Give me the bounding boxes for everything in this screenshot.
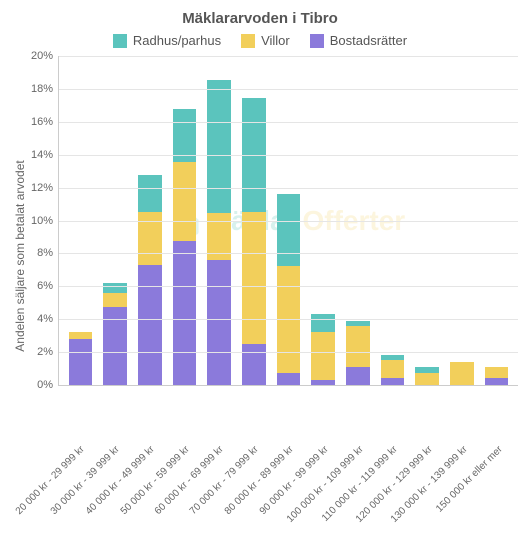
x-label-slot: 150 000 kr eller mer — [479, 440, 514, 560]
y-tick: 20% — [31, 50, 59, 62]
bar-stack — [173, 109, 197, 385]
grid-line — [59, 188, 518, 189]
plot-area: MäklarOfferter 0%2%4%6%8%10%12%14%16%18%… — [58, 56, 518, 386]
y-tick: 12% — [31, 182, 59, 194]
grid-line — [59, 89, 518, 90]
grid-line — [59, 122, 518, 123]
bar-stack — [69, 332, 93, 385]
y-tick: 10% — [31, 215, 59, 227]
legend-label: Villor — [261, 33, 290, 48]
bar-segment-villor — [311, 332, 335, 380]
bar-segment-villor — [450, 362, 474, 385]
bar-segment-villor — [242, 212, 266, 344]
bar-segment-bostadsratter — [242, 344, 266, 385]
bar-segment-villor — [346, 326, 370, 367]
bar-stack — [311, 314, 335, 385]
y-tick: 0% — [37, 379, 59, 391]
bar-segment-bostadsratter — [485, 378, 509, 385]
chart-container: Mäklararvoden i Tibro Radhus/parhus Villo… — [0, 0, 520, 520]
bar-segment-bostadsratter — [173, 241, 197, 385]
bar-segment-radhus — [207, 80, 231, 214]
bar-segment-villor — [173, 162, 197, 241]
legend: Radhus/parhus Villor Bostadsrätter — [10, 33, 510, 48]
bar-segment-bostadsratter — [277, 373, 301, 385]
grid-line — [59, 352, 518, 353]
bar-segment-radhus — [415, 367, 439, 374]
bar-segment-villor — [381, 360, 405, 378]
bar-stack — [138, 175, 162, 385]
grid-line — [59, 253, 518, 254]
y-tick: 2% — [37, 346, 59, 358]
y-tick: 4% — [37, 313, 59, 325]
y-tick: 6% — [37, 280, 59, 292]
y-tick: 14% — [31, 149, 59, 161]
bar-stack — [242, 98, 266, 385]
bar-segment-radhus — [138, 175, 162, 211]
bar-segment-villor — [415, 373, 439, 385]
bar-segment-bostadsratter — [346, 367, 370, 385]
y-axis-label: Andelen säljare som betalat arvodet — [13, 160, 27, 351]
legend-label: Bostadsrätter — [330, 33, 407, 48]
legend-swatch — [241, 34, 255, 48]
bar-segment-radhus — [311, 314, 335, 332]
y-tick: 18% — [31, 83, 59, 95]
x-labels: 20 000 kr - 29 999 kr30 000 kr - 39 999 … — [58, 440, 518, 560]
bar-segment-villor — [485, 367, 509, 379]
bar-stack — [381, 355, 405, 385]
bar-segment-bostadsratter — [69, 339, 93, 385]
bar-stack — [450, 362, 474, 385]
grid-line — [59, 56, 518, 57]
y-tick: 16% — [31, 116, 59, 128]
bar-segment-bostadsratter — [138, 265, 162, 385]
legend-label: Radhus/parhus — [133, 33, 221, 48]
bar-segment-radhus — [277, 194, 301, 267]
legend-item-villor: Villor — [241, 33, 290, 48]
bar-stack — [103, 283, 127, 385]
grid-line — [59, 221, 518, 222]
y-tick: 8% — [37, 247, 59, 259]
chart-title: Mäklararvoden i Tibro — [10, 10, 510, 27]
bar-stack — [485, 367, 509, 385]
bar-stack — [415, 367, 439, 385]
bar-segment-bostadsratter — [311, 380, 335, 385]
legend-item-bostadsratter: Bostadsrätter — [310, 33, 407, 48]
bar-stack — [277, 194, 301, 385]
legend-swatch — [113, 34, 127, 48]
legend-swatch — [310, 34, 324, 48]
legend-item-radhus: Radhus/parhus — [113, 33, 221, 48]
bar-segment-bostadsratter — [381, 378, 405, 385]
bar-segment-villor — [69, 332, 93, 339]
grid-line — [59, 155, 518, 156]
bar-segment-radhus — [103, 283, 127, 293]
bar-stack — [207, 80, 231, 385]
grid-line — [59, 319, 518, 320]
bar-segment-bostadsratter — [207, 260, 231, 385]
bar-segment-villor — [103, 293, 127, 308]
grid-line — [59, 286, 518, 287]
